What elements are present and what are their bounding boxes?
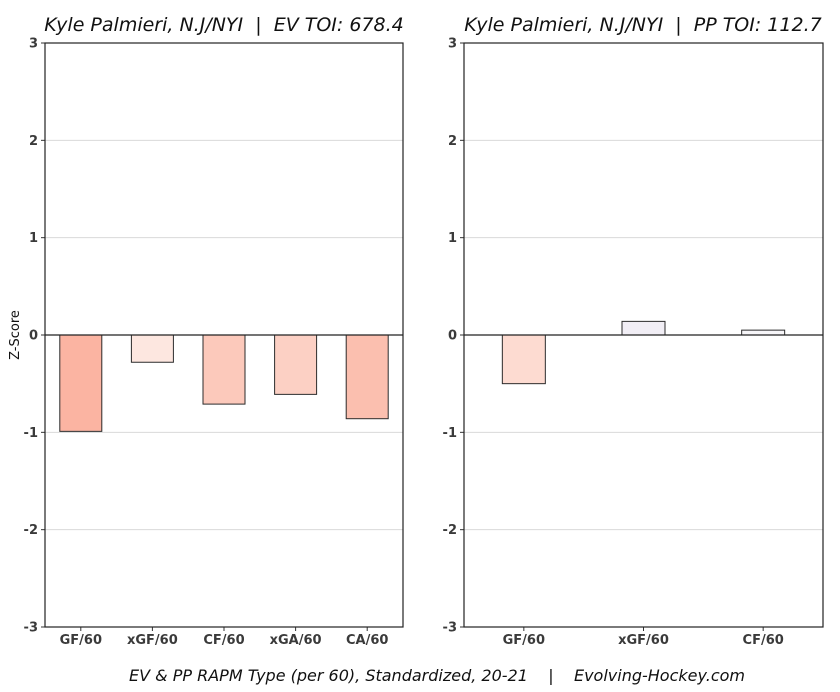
y-tick-label: -3: [443, 621, 457, 636]
y-tick-label: -2: [443, 523, 457, 538]
x-tick-label: GF/60: [60, 633, 102, 648]
y-tick-label: -1: [24, 426, 38, 441]
y-tick-label: 0: [29, 329, 38, 344]
x-tick-label: GF/60: [503, 633, 545, 648]
bar-cf-per-60: [741, 329, 786, 336]
bar-xgf-per-60: [130, 334, 174, 363]
y-tick-label: 1: [29, 231, 38, 246]
y-tick-label: 1: [448, 231, 457, 246]
bar-gf-per-60: [59, 334, 103, 432]
y-tick-label: 3: [29, 37, 38, 52]
x-tick-label: xGF/60: [618, 633, 669, 648]
y-tick-label: -1: [443, 426, 457, 441]
y-tick-label: 2: [448, 134, 457, 149]
y-axis-label: Z-Score: [8, 310, 23, 360]
bar-xga-per-60: [274, 334, 318, 395]
x-tick-label: CF/60: [203, 633, 244, 648]
bar-ca-per-60: [345, 334, 389, 420]
y-tick-label: 3: [448, 37, 457, 52]
y-tick-label: 2: [29, 134, 38, 149]
bar-xgf-per-60: [621, 320, 666, 336]
bar-gf-per-60: [501, 334, 546, 385]
y-tick-label: -2: [24, 523, 38, 538]
plot-frame: [44, 42, 404, 628]
pp-rapm-chart: 3 2 1 0 -1 -2 -3 GF/60 xGF/60 CF/60: [443, 37, 824, 648]
y-tick-label: 0: [448, 329, 457, 344]
x-tick-label: xGF/60: [127, 633, 178, 648]
x-tick-label: CA/60: [346, 633, 388, 648]
left-chart-title: Kyle Palmieri, N.J/NYI | EV TOI: 678.4: [44, 14, 404, 36]
ev-rapm-chart: 3 2 1 0 -1 -2 -3 GF/60 xGF/60 CF/60 xGA/60 CA/60: [24, 37, 404, 648]
x-tick-label: CF/60: [743, 633, 784, 648]
bar-cf-per-60: [202, 334, 246, 405]
figure-caption: EV & PP RAPM Type (per 60), Standardized…: [129, 666, 745, 685]
right-chart-title: Kyle Palmieri, N.J/NYI | PP TOI: 112.7: [464, 14, 821, 36]
x-tick-label: xGA/60: [270, 633, 322, 648]
plot-frame: [463, 42, 824, 628]
y-tick-label: -3: [24, 621, 38, 636]
